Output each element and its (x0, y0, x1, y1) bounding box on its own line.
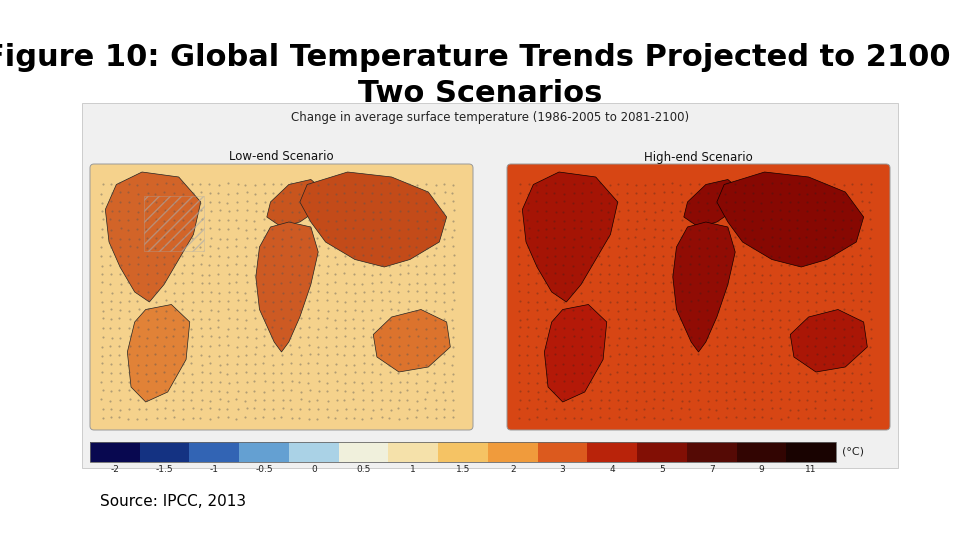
Bar (686, 442, 736, 462)
Bar (637, 442, 686, 462)
Bar (389, 442, 438, 462)
Bar (144, 195, 204, 251)
Text: High-end Scenario: High-end Scenario (644, 151, 753, 164)
Bar (538, 442, 588, 462)
Bar (736, 442, 786, 462)
Polygon shape (267, 179, 325, 227)
Polygon shape (790, 309, 867, 372)
Text: Figure 10: Global Temperature Trends Projected to 2100 –
Two Scenarios: Figure 10: Global Temperature Trends Pro… (0, 43, 960, 108)
Bar (82, 103, 898, 468)
Bar (189, 442, 239, 462)
Text: 4: 4 (610, 465, 615, 474)
Polygon shape (373, 309, 450, 372)
Text: 11: 11 (805, 465, 817, 474)
Text: 7: 7 (708, 465, 714, 474)
Polygon shape (522, 172, 618, 302)
Text: (°C): (°C) (842, 447, 864, 457)
Text: -1: -1 (210, 465, 219, 474)
Polygon shape (300, 172, 446, 267)
Bar (786, 442, 836, 462)
Text: Change in average surface temperature (1986-2005 to 2081-2100): Change in average surface temperature (1… (291, 111, 689, 124)
Text: 1.5: 1.5 (456, 465, 470, 474)
FancyBboxPatch shape (507, 164, 890, 430)
FancyBboxPatch shape (90, 164, 473, 430)
Polygon shape (544, 305, 607, 402)
Bar (339, 442, 389, 462)
Text: 3: 3 (560, 465, 565, 474)
Bar (438, 442, 488, 462)
Text: -2: -2 (110, 465, 119, 474)
Text: -1.5: -1.5 (156, 465, 174, 474)
Bar (140, 442, 189, 462)
Bar (488, 442, 538, 462)
Bar (588, 442, 637, 462)
Text: -0.5: -0.5 (255, 465, 273, 474)
Text: 9: 9 (758, 465, 764, 474)
Text: Low-end Scenario: Low-end Scenario (229, 151, 334, 164)
Polygon shape (717, 172, 864, 267)
Text: Source: IPCC, 2013: Source: IPCC, 2013 (100, 495, 246, 510)
Text: 2: 2 (510, 465, 516, 474)
Text: 5: 5 (660, 465, 665, 474)
Bar (90, 442, 836, 462)
Bar (239, 442, 289, 462)
Text: 0: 0 (311, 465, 317, 474)
Polygon shape (106, 172, 201, 302)
Polygon shape (128, 305, 190, 402)
Polygon shape (684, 179, 742, 227)
Bar (289, 442, 339, 462)
Bar (90, 442, 140, 462)
Text: 0.5: 0.5 (356, 465, 371, 474)
Polygon shape (673, 222, 735, 352)
Polygon shape (255, 222, 318, 352)
Text: 1: 1 (410, 465, 416, 474)
